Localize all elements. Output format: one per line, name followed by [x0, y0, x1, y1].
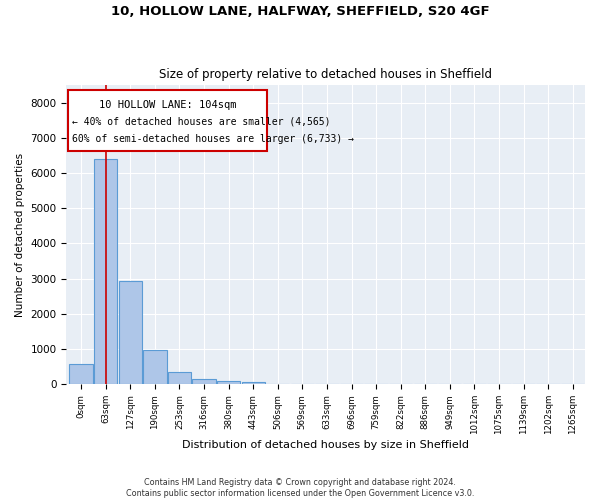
Bar	[193, 378, 216, 384]
FancyBboxPatch shape	[68, 90, 267, 151]
Text: 60% of semi-detached houses are larger (6,733) →: 60% of semi-detached houses are larger (…	[72, 134, 354, 144]
Text: 10 HOLLOW LANE: 104sqm: 10 HOLLOW LANE: 104sqm	[99, 100, 236, 110]
Text: ← 40% of detached houses are smaller (4,565): ← 40% of detached houses are smaller (4,…	[72, 117, 331, 127]
Title: Size of property relative to detached houses in Sheffield: Size of property relative to detached ho…	[159, 68, 492, 81]
X-axis label: Distribution of detached houses by size in Sheffield: Distribution of detached houses by size …	[182, 440, 469, 450]
Bar	[217, 381, 240, 384]
Text: 10, HOLLOW LANE, HALFWAY, SHEFFIELD, S20 4GF: 10, HOLLOW LANE, HALFWAY, SHEFFIELD, S20…	[110, 5, 490, 18]
Bar	[143, 350, 167, 384]
Text: Contains HM Land Registry data © Crown copyright and database right 2024.
Contai: Contains HM Land Registry data © Crown c…	[126, 478, 474, 498]
Bar	[70, 364, 93, 384]
Bar	[168, 372, 191, 384]
Y-axis label: Number of detached properties: Number of detached properties	[15, 152, 25, 316]
Bar	[242, 382, 265, 384]
Bar	[94, 159, 118, 384]
Bar	[119, 282, 142, 385]
